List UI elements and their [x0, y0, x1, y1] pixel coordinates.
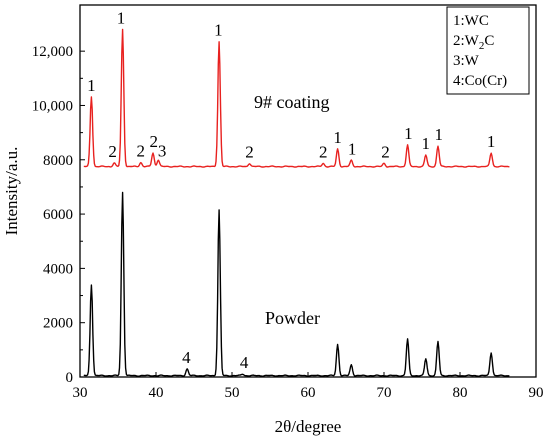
plot-frame [79, 4, 537, 378]
x-tick-label: 70 [377, 385, 392, 401]
ticks: 30 40 50 60 70 80 90 0 2000 4000 6000 8000 10,000 12,… [32, 44, 544, 401]
x-tick-label: 60 [301, 385, 316, 401]
y-tick-label: 4000 [43, 261, 73, 277]
peak-label: 1 [348, 139, 357, 158]
peak-label: 1 [487, 132, 496, 151]
x-tick-label: 90 [529, 385, 544, 401]
peak-label: 2 [381, 142, 390, 161]
peak-label: 1 [333, 128, 342, 147]
peak-label: 1 [87, 76, 96, 95]
y-tick-label: 2000 [43, 316, 73, 332]
series-line-coating [83, 28, 510, 168]
x-tick-label: 40 [149, 385, 164, 401]
peak-label: 1 [117, 9, 126, 28]
y-tick-label: 10,000 [32, 98, 73, 114]
legend-entry: 4:Co(Cr) [453, 73, 507, 89]
y-tick-label: 12,000 [32, 44, 73, 60]
peak-label: 2 [245, 142, 254, 161]
legend-entry: 1:WC [453, 13, 489, 29]
peak-label: 1 [422, 134, 431, 153]
series-label-coating: 9# coating [254, 92, 329, 112]
series-line-powder [83, 191, 510, 377]
legend-entry: 3:W [453, 53, 480, 69]
x-axis-title: 2θ/degree [275, 417, 342, 436]
legend-entry: 2:W2C [453, 33, 494, 52]
legend-box [446, 6, 530, 95]
peak-label: 1 [434, 125, 443, 144]
peak-label: 1 [404, 124, 413, 143]
peak-label: 2 [108, 142, 117, 161]
peak-label: 2 [137, 142, 146, 161]
y-axis-title: Intensity/a.u. [2, 147, 21, 236]
peak-label: 3 [158, 142, 167, 161]
peak-label: 2 [149, 132, 158, 151]
peak-label: 4 [182, 348, 191, 367]
peak-label: 4 [240, 353, 249, 372]
y-tick-label: 0 [66, 370, 74, 386]
x-tick-label: 80 [453, 385, 468, 401]
y-tick-label: 8000 [43, 153, 73, 169]
x-tick-label: 50 [225, 385, 240, 401]
y-tick-label: 6000 [43, 207, 73, 223]
x-tick-label: 30 [73, 385, 88, 401]
series-label-powder: Powder [265, 308, 320, 328]
peak-label: 2 [319, 142, 328, 161]
series-lines [83, 28, 510, 377]
peak-label: 1 [214, 21, 223, 40]
